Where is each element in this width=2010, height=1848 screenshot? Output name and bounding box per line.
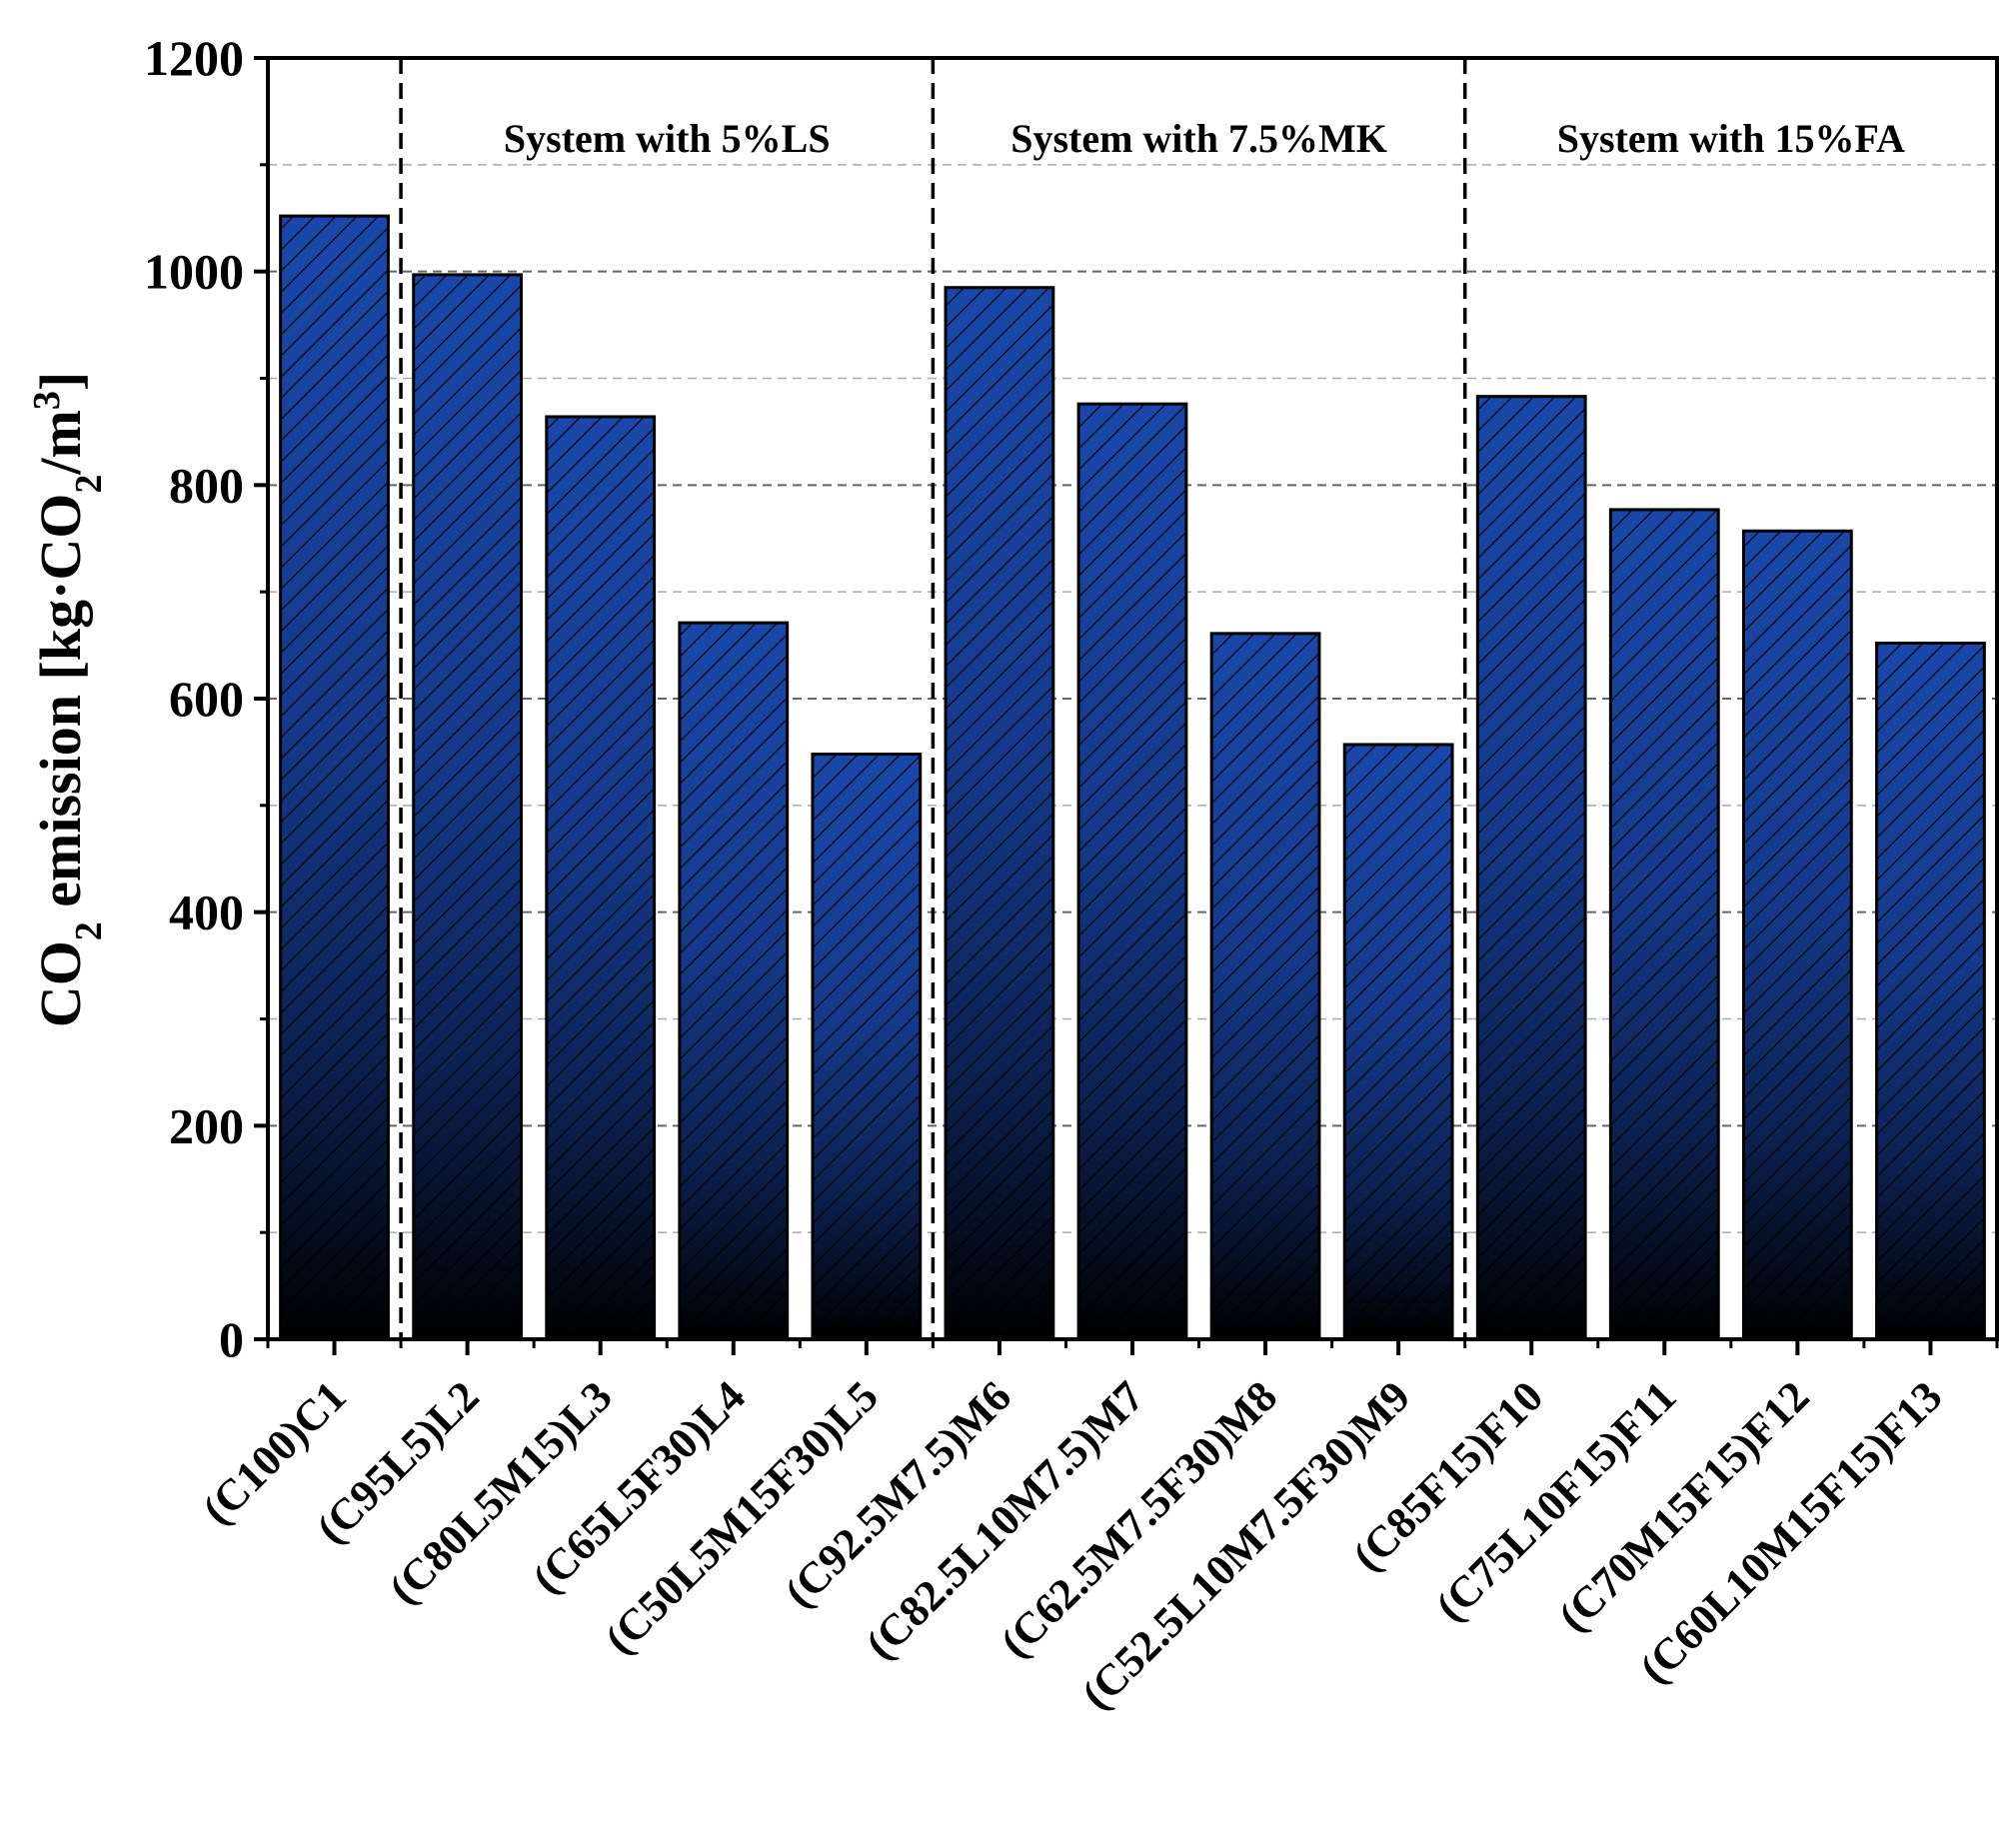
bar-(C65L5F30)L4 [678,621,790,1341]
y-axis-title-suffix: ] [28,372,93,391]
bar-hatch [946,287,1053,1340]
x-tick-label: (C70M15F15)F12 [1549,1371,1819,1641]
bar-hatch [1610,509,1719,1339]
y-axis-title-sup: 3 [26,391,68,410]
bar-(C100)C1 [279,214,390,1341]
group-label: System with 7.5%MK [1010,116,1387,161]
bar-(C80L5M15)L3 [545,415,657,1341]
bar-hatch [1078,404,1186,1339]
x-axis-ticks: (C100)C1(C95L5)L2(C80L5M15)L3(C65L5F30)L… [193,1339,1999,1719]
bar-(C52.5L10M7.5F30)M9 [1342,743,1454,1341]
y-tick-label: 600 [169,671,244,727]
y-tick-label: 1000 [144,244,244,300]
bar-(C62.5M7.5F30)M8 [1209,632,1321,1341]
group-labels: System with 5%LS System with 7.5%MK System… [504,116,1905,161]
bar-(C50L5M15F30)L5 [811,753,923,1341]
bar-hatch [1876,643,1985,1339]
group-label: System with 15%FA [1557,116,1905,161]
bar-hatch [1211,633,1319,1339]
bar-hatch [1344,744,1453,1339]
bar-hatch [812,754,921,1339]
bar-hatch [1477,396,1586,1340]
y-axis-title: CO2 emission [kg·CO2/m3] [26,372,110,1027]
y-tick-label: 800 [169,457,244,513]
y-tick-label: 0 [219,1311,244,1367]
group-separators [399,58,1467,1339]
bar-(C82.5L10M7.5)M7 [1076,402,1188,1341]
bar-(C92.5M7.5)M6 [944,286,1055,1341]
bar-hatch [280,216,389,1340]
group-label: System with 5%LS [504,116,831,161]
bar-(C85F15)F10 [1475,395,1587,1341]
y-axis-title-sub2: 2 [68,475,110,494]
x-tick-label: (C92.5M7.5)M6 [776,1371,1020,1616]
bar-hatch [413,274,522,1339]
y-axis-title-middle: emission [kg·CO [28,494,93,923]
y-axis-title-after: /m [28,410,93,475]
bar-(C70M15F15)F12 [1741,529,1853,1341]
bar-(C95L5)L2 [412,273,524,1341]
y-axis-ticks: 0 200 400 600 800 1000 1200 [144,30,268,1367]
bar-hatch [679,623,788,1339]
y-tick-label: 200 [169,1097,244,1153]
y-axis-title-prefix: CO [28,940,93,1027]
x-tick-label: (C80L5M15)L3 [380,1371,622,1613]
y-tick-label: 1200 [144,30,244,86]
bars [279,214,1986,1341]
y-axis-title-sub1: 2 [68,922,110,940]
x-tick-label: (C75L10F15)F11 [1426,1371,1685,1630]
bar-hatch [1743,531,1852,1339]
y-tick-label: 400 [169,885,244,940]
bar-hatch [546,416,655,1340]
bar-(C75L10F15)F11 [1608,508,1720,1341]
bar-(C60L10M15F15)F13 [1875,641,1986,1341]
